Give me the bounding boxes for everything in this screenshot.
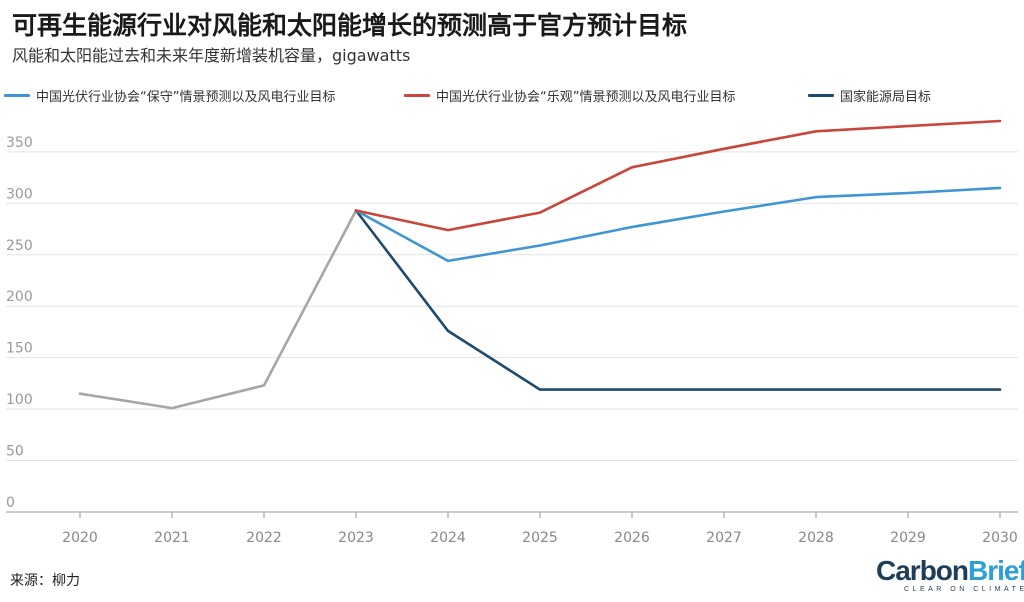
legend-item-conservative: 中国光伏行业协会“保守”情景预测以及风电行业目标 [4,86,335,105]
legend: 中国光伏行业协会“保守”情景预测以及风电行业目标 中国光伏行业协会“乐观”情景预… [0,86,1024,106]
x-tick-label-2026: 2026 [614,530,650,546]
y-tick-label-100: 100 [6,392,33,408]
series-lines [78,119,1002,410]
chart-subtitle: 风能和太阳能过去和未来年度新增装机容量，gigawatts [12,46,411,65]
legend-swatch-conservative [4,94,30,97]
series-line-conservative [354,186,1002,263]
legend-swatch-optimistic [404,94,430,97]
y-tick-label-200: 200 [6,289,33,305]
legend-label-nea: 国家能源局目标 [840,90,932,105]
x-tick-label-2021: 2021 [154,530,190,546]
series-line-historical [78,209,358,410]
gridlines: 0 50 100 150 200 250 300 350 [6,135,1018,511]
legend-label-conservative: 中国光伏行业协会“保守”情景预测以及风电行业目标 [36,90,336,105]
series-line-optimistic [354,119,1002,232]
x-tick-label-2025: 2025 [522,530,558,546]
x-tick-label-2028: 2028 [798,530,834,546]
legend-item-nea: 国家能源局目标 [808,86,931,105]
x-tick-label-2029: 2029 [890,530,926,546]
legend-swatch-nea [808,94,834,97]
x-tick-label-2024: 2024 [430,530,466,546]
y-tick-label-0: 0 [6,495,15,511]
logo-tagline: CLEAR ON CLIMATE [904,586,1024,593]
logo-carbon: Carbon [876,555,969,586]
source-note: 来源：柳力 [10,573,80,589]
x-tick-label-2030: 2030 [982,530,1018,546]
logo-wordmark: CarbonBrief [876,555,1024,586]
y-tick-label-150: 150 [6,341,33,357]
logo-brief: Brief [968,555,1024,586]
chart-title: 可再生能源行业对风能和太阳能增长的预测高于官方预计目标 [12,11,688,40]
x-tick-label-2020: 2020 [62,530,98,546]
y-tick-label-50: 50 [6,444,24,460]
y-tick-label-250: 250 [6,238,33,254]
x-tick-label-2027: 2027 [706,530,742,546]
carbonbrief-logo: CarbonBrief CLEAR ON CLIMATE [876,555,1024,600]
series-line-nea [354,209,1002,391]
x-tick-label-2023: 2023 [338,530,374,546]
x-tick-label-2022: 2022 [246,530,282,546]
x-axis: 2020 2021 2022 2023 2024 2025 2026 2027 2028 2029… [6,511,1018,546]
y-tick-label-350: 350 [6,135,33,151]
legend-item-optimistic: 中国光伏行业协会“乐观”情景预测以及风电行业目标 [404,86,735,105]
legend-label-optimistic: 中国光伏行业协会“乐观”情景预测以及风电行业目标 [436,90,736,105]
y-tick-label-300: 300 [6,186,33,202]
